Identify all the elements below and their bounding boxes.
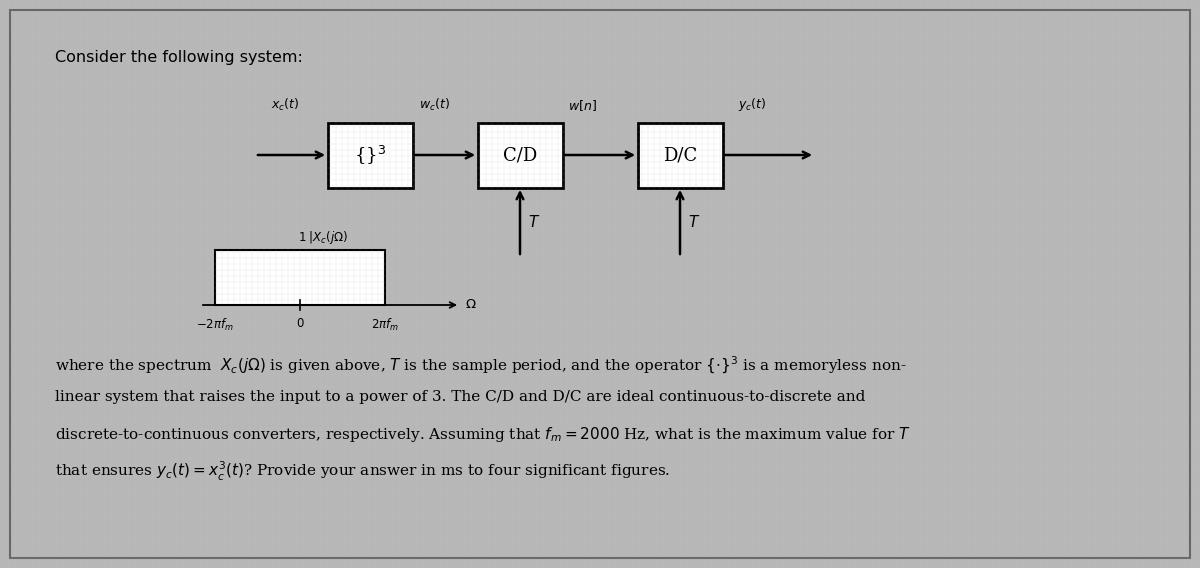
Text: {}$^3$: {}$^3$ [354, 144, 386, 166]
Text: $T$: $T$ [688, 214, 701, 230]
Text: $y_c(t)$: $y_c(t)$ [738, 96, 767, 113]
Bar [215, 250, 385, 305]
Text: C/D: C/D [503, 146, 538, 164]
Text: $1\;|X_c(j\Omega)$: $1\;|X_c(j\Omega)$ [298, 229, 348, 246]
Text: linear system that raises the input to a power of 3. The C/D and D/C are ideal c: linear system that raises the input to a… [55, 390, 865, 404]
Text: $-2\pi f_m$: $-2\pi f_m$ [196, 317, 234, 333]
Text: $2\pi f_m$: $2\pi f_m$ [371, 317, 400, 333]
Text: $w_c(t)$: $w_c(t)$ [419, 97, 450, 113]
Text: $T$: $T$ [528, 214, 540, 230]
Text: D/C: D/C [662, 146, 697, 164]
Bar [328, 123, 413, 187]
Text: Consider the following system:: Consider the following system: [55, 50, 302, 65]
Text: where the spectrum  $X_c(j\Omega)$ is given above, $T$ is the sample period, and: where the spectrum $X_c(j\Omega)$ is giv… [55, 355, 907, 376]
Text: that ensures $y_c(t) = x_c^3(t)$? Provide your answer in ms to four significant : that ensures $y_c(t) = x_c^3(t)$? Provid… [55, 460, 671, 483]
Text: $\Omega$: $\Omega$ [466, 299, 476, 311]
Text: $w[n]$: $w[n]$ [568, 98, 596, 113]
Text: $x_c(t)$: $x_c(t)$ [271, 97, 299, 113]
Bar [637, 123, 722, 187]
Bar [478, 123, 563, 187]
Text: discrete-to-continuous converters, respectively. Assuming that $f_m = 2000$ Hz, : discrete-to-continuous converters, respe… [55, 425, 911, 444]
Text: $0$: $0$ [295, 317, 305, 330]
